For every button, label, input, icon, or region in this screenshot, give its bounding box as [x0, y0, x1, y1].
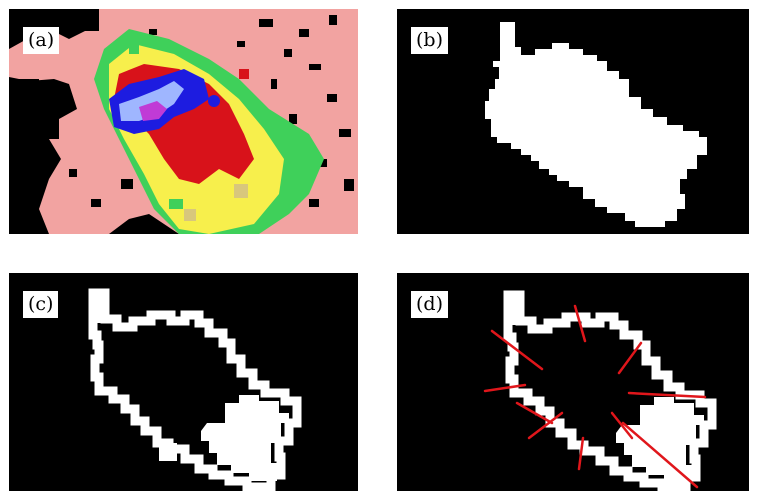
panel-label-b: (b)	[411, 27, 448, 54]
normal-lines	[483, 304, 707, 489]
boundary-filled-lower	[201, 395, 289, 481]
boundary-image	[88, 288, 302, 491]
mask-shape	[485, 22, 707, 227]
boundary-outline	[503, 290, 717, 491]
panel-a: (a)	[9, 9, 358, 234]
panel-label-c: (c)	[23, 291, 59, 318]
panel-d: (d)	[397, 273, 749, 491]
binary-mask-image	[485, 22, 707, 227]
panel-c: (c)	[9, 273, 358, 491]
boundary-normals-image	[483, 290, 717, 491]
heat-light-blue-region	[119, 81, 184, 121]
boundary-filled-lower	[616, 397, 704, 483]
stray-pixels	[129, 44, 309, 221]
boundary-outline	[88, 288, 302, 491]
panel-b: (b)	[397, 9, 749, 234]
panel-label-d: (d)	[411, 291, 448, 318]
panel-label-a: (a)	[23, 27, 60, 54]
heat-magenta-region	[139, 101, 167, 121]
radar-heatmap-image	[9, 9, 358, 234]
